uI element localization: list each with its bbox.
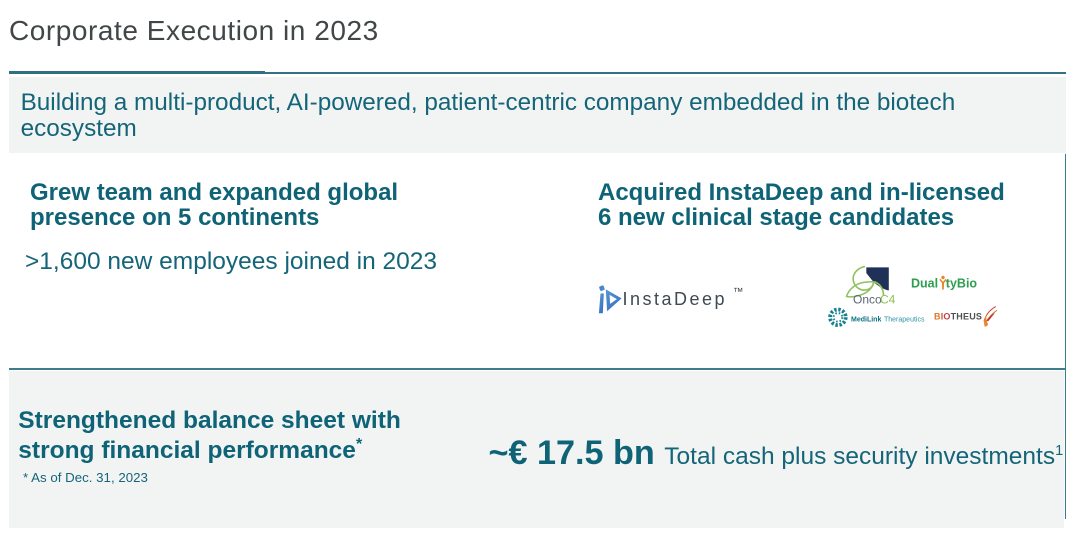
svg-text:Onco: Onco [853, 293, 882, 307]
svg-text:BIOTHEUS: BIOTHEUS [934, 312, 982, 322]
svg-text:InstaDeep: InstaDeep [623, 289, 728, 309]
svg-text:MediLink: MediLink [851, 316, 881, 323]
svg-text:™: ™ [733, 286, 744, 298]
svg-text:Dual: Dual [911, 276, 938, 290]
svg-text:C4: C4 [880, 293, 896, 307]
svg-text:tyBio: tyBio [946, 276, 978, 290]
svg-text:Therapeutics: Therapeutics [884, 316, 925, 323]
